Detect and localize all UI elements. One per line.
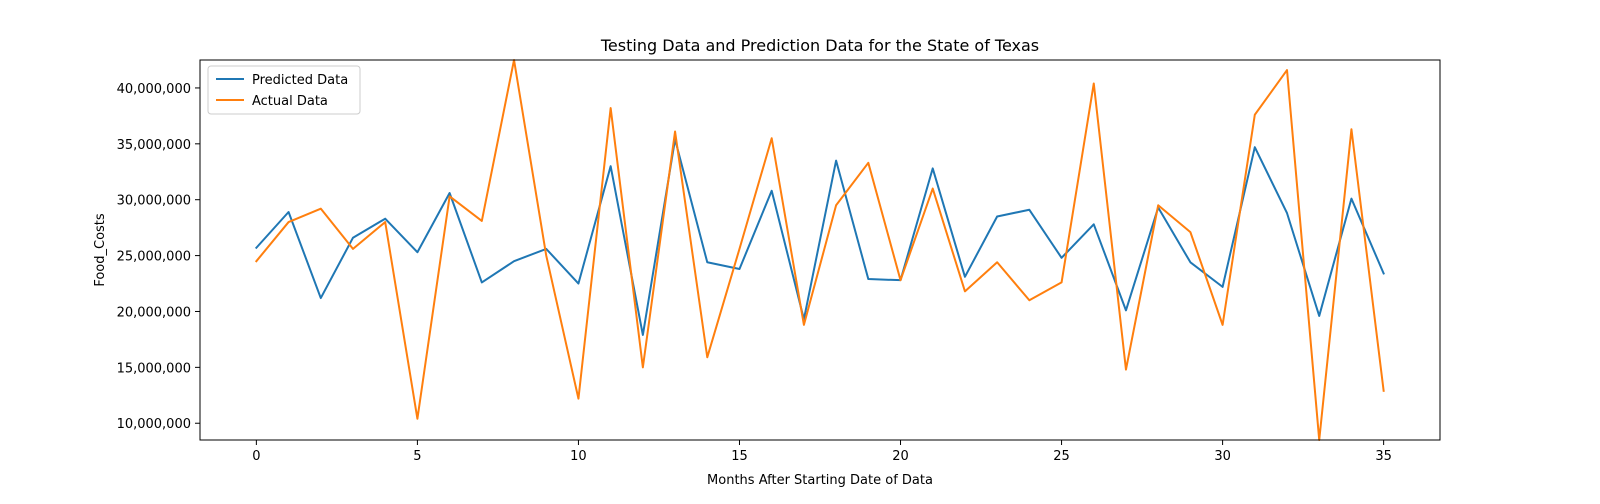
y-tick-label: 35,000,000 xyxy=(117,138,191,153)
x-tick-label: 30 xyxy=(1214,449,1231,464)
y-tick-label: 15,000,000 xyxy=(117,361,191,376)
y-axis-label: Food_Costs xyxy=(93,213,108,287)
series-line-predicted-data xyxy=(254,138,1385,336)
y-axis-ticks: 10,000,000 15,000,000 20,000,000 25,000,000… xyxy=(117,82,200,432)
x-tick-label: 10 xyxy=(570,449,587,464)
y-tick-label: 25,000,000 xyxy=(117,250,191,265)
x-tick-label: 25 xyxy=(1053,449,1070,464)
plot-frame xyxy=(199,59,1441,441)
x-tick-label: 20 xyxy=(892,449,909,464)
x-tick-label: 0 xyxy=(252,449,260,464)
series-line-actual-data xyxy=(254,59,1385,441)
chart-legend: Predicted Data Actual Data xyxy=(207,65,361,115)
x-tick-label: 5 xyxy=(413,449,421,464)
x-axis-label: Months After Starting Date of Data xyxy=(707,473,933,488)
y-tick-label: 40,000,000 xyxy=(117,82,191,97)
x-tick-label: 35 xyxy=(1375,449,1392,464)
y-tick-label: 30,000,000 xyxy=(117,194,191,209)
x-axis-ticks: 0 5 10 15 20 25 30 35 xyxy=(252,440,1392,464)
legend-label-actual-data: Actual Data xyxy=(252,94,328,109)
chart-title: Testing Data and Prediction Data for the… xyxy=(600,36,1039,55)
legend-box xyxy=(207,65,361,115)
legend-label-predicted-data: Predicted Data xyxy=(252,73,348,88)
series-layer xyxy=(254,59,1385,441)
y-tick-label: 10,000,000 xyxy=(117,417,191,432)
y-tick-label: 20,000,000 xyxy=(117,305,191,320)
x-tick-label: 15 xyxy=(731,449,748,464)
